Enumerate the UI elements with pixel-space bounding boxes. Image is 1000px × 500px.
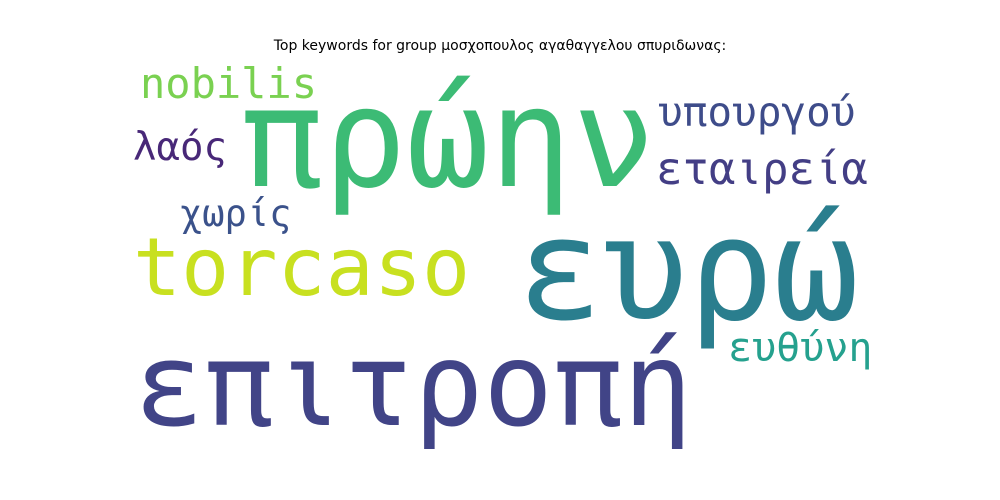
word-laos: λαός: [133, 125, 227, 170]
word-etaireia: εταιρεία: [656, 144, 868, 195]
word-nobilis: nobilis: [140, 59, 318, 108]
figure-title: Top keywords for group μοσχοπουλος αγαθα…: [273, 38, 727, 54]
word-torcaso: torcaso: [133, 221, 471, 314]
word-choris: χωρίς: [180, 192, 292, 235]
word-ypourgou: υπουργού: [658, 88, 856, 136]
word-pronin: πρώην: [240, 58, 656, 219]
word-epitropi: επιτροπή: [134, 318, 693, 453]
word-efthyni: ευθύνη: [728, 325, 873, 371]
word-evro: ευρώ: [517, 188, 859, 353]
